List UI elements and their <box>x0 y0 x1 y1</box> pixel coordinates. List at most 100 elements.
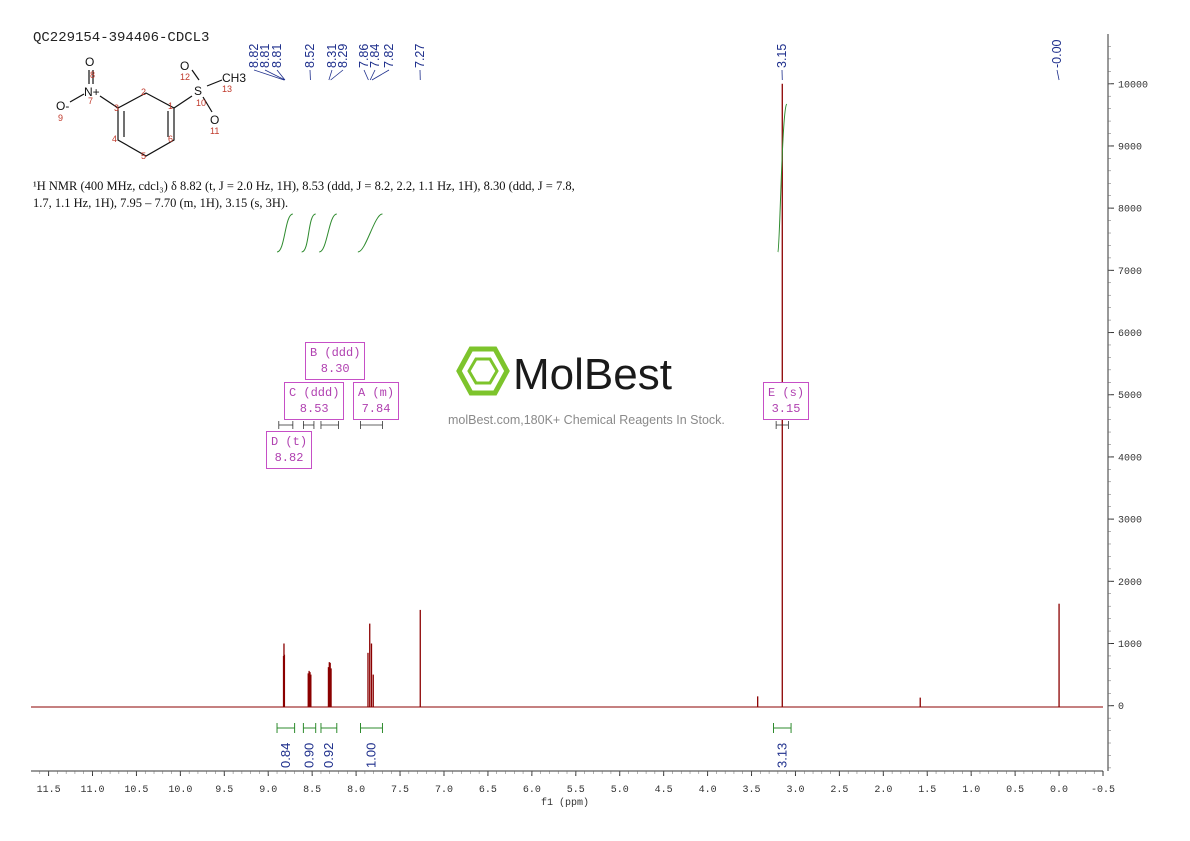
atom-number: 2 <box>141 87 146 97</box>
y-tick-label: 10000 <box>1118 80 1148 91</box>
x-tick-label: 10.5 <box>124 785 148 796</box>
peak-shift-label: 3.15 <box>775 44 789 68</box>
axes-layer: 11.5 11.0 10.5 10.0 9.5 9.0 8.5 8.0 7.5 7.0 6.5 6.0… <box>31 34 1148 809</box>
multiplet-shift: 8.53 <box>299 402 329 416</box>
y-tick-label: 1000 <box>1118 640 1142 651</box>
sample-id: QC229154-394406-CDCL3 <box>33 30 210 46</box>
multiplet-type: m <box>379 386 387 400</box>
x-axis-label: f1 (ppm) <box>541 797 589 809</box>
peak-leader-line <box>371 69 390 81</box>
atom-number: 5 <box>141 151 146 161</box>
multiplet-box: B (ddd) 8.30 <box>305 342 366 380</box>
x-tick-label: 5.0 <box>611 785 629 796</box>
atom-number: 3 <box>114 103 119 113</box>
peak-shift-label: 8.31 <box>325 44 339 68</box>
atom-n: N+ <box>84 85 100 99</box>
benzene-ring <box>117 92 175 157</box>
x-tick-label: 11.5 <box>37 785 61 796</box>
atom-number: 4 <box>112 134 117 144</box>
atom-o-minus: O- <box>56 99 69 113</box>
multiplet-type: ddd <box>331 346 354 360</box>
peak-leader-line <box>369 69 376 81</box>
hexagon-inner-icon <box>467 357 499 385</box>
peak-leader-line <box>1056 69 1060 81</box>
peak-shift-label: 7.82 <box>382 44 396 68</box>
y-tick-label: 0 <box>1118 702 1124 713</box>
x-tick-label: 1.5 <box>918 785 936 796</box>
x-tick-label: 4.0 <box>699 785 717 796</box>
multiplet-id: C <box>289 386 297 400</box>
y-tick-label: 9000 <box>1118 142 1142 153</box>
peak-shift-label: 8.29 <box>336 44 350 68</box>
peak-leader-line <box>328 69 333 81</box>
integral-value: 0.84 <box>278 743 293 768</box>
x-tick-label: 2.5 <box>830 785 848 796</box>
y-tick-label: 5000 <box>1118 391 1142 402</box>
integral-layer: 0.84 0.90 0.92 1.00 3.13 <box>276 103 792 768</box>
atom-number: 6 <box>168 134 173 144</box>
integral-curve <box>276 213 294 253</box>
atom-o12: O <box>180 59 189 73</box>
peak-shift-label: 7.86 <box>357 44 371 68</box>
y-tick-label: 2000 <box>1118 578 1142 589</box>
multiplet-box: D (t) 8.82 <box>266 431 313 469</box>
atom-o: O <box>85 55 94 69</box>
atom-number: 11 <box>210 126 219 136</box>
atom-number: 10 <box>196 98 206 108</box>
multiplet-shift: 3.15 <box>771 402 801 416</box>
x-tick-label: 8.0 <box>347 785 365 796</box>
atom-number: 12 <box>180 72 190 82</box>
x-tick-label: 2.0 <box>874 785 892 796</box>
integral-curve <box>301 213 316 253</box>
multiplet-type: ddd <box>310 386 333 400</box>
x-tick-label: 0.0 <box>1050 785 1068 796</box>
x-tick-label: 9.5 <box>215 785 233 796</box>
y-tick-label: 4000 <box>1118 453 1142 464</box>
integral-value: 0.92 <box>321 743 336 768</box>
bond-s-o12 <box>191 69 200 81</box>
brand-name: MolBest <box>513 350 672 397</box>
multiplet-id: A <box>358 386 366 400</box>
peak-shift-label: 8.81 <box>258 44 272 68</box>
molbest-logo: MolBest <box>456 346 672 397</box>
atom-o11: O <box>210 113 219 127</box>
multiplet-shift: 8.82 <box>274 451 304 465</box>
peak-shift-label: 8.81 <box>270 44 284 68</box>
multiplet-box: C (ddd) 8.53 <box>284 382 345 420</box>
spectrum-layer <box>31 83 1103 708</box>
peak-leader-line <box>276 69 286 81</box>
x-tick-label: 5.5 <box>567 785 585 796</box>
y-tick-label: 8000 <box>1118 205 1142 216</box>
integral-value: 1.00 <box>363 743 378 768</box>
molecular-structure: O N+ O- S O O CH3 1 2 3 4 5 6 7 8 9 10 1… <box>56 55 246 161</box>
atom-number: 1 <box>168 101 173 111</box>
atom-number: 9 <box>58 113 63 123</box>
integral-value: 0.90 <box>302 743 317 768</box>
atom-number: 13 <box>222 84 232 94</box>
peak-leader-line <box>253 69 285 81</box>
integral-curve <box>357 213 383 253</box>
x-tick-label: 10.0 <box>168 785 192 796</box>
bond-n-o-minus <box>69 93 85 103</box>
x-tick-label: -0.5 <box>1091 785 1115 796</box>
nmr-description: ¹H NMR (400 MHz, cdcl₃) δ 8.82 (t, J = 2… <box>33 179 575 210</box>
multiplet-id: B <box>310 346 318 360</box>
y-tick-label: 7000 <box>1118 267 1142 278</box>
hexagon-logo-icon <box>456 346 510 396</box>
x-tick-label: 6.5 <box>479 785 497 796</box>
y-tick-label: 3000 <box>1118 516 1142 527</box>
peak-shift-label: 7.27 <box>413 44 427 68</box>
x-tick-label: 0.5 <box>1006 785 1024 796</box>
peak-label-layer: 8.828.818.81 8.52 8.318.29 7.867.84 7.82 7.27… <box>247 39 1064 81</box>
peak-shift-label: 8.52 <box>303 44 317 68</box>
multiplet-id: D <box>271 435 279 449</box>
peak-shift-label: 7.84 <box>368 44 382 68</box>
multiplet-shift: 7.84 <box>361 402 391 416</box>
multiplet-type: s <box>789 386 797 400</box>
atom-s: S <box>194 84 202 98</box>
multiplet-shift: 8.30 <box>320 362 350 376</box>
watermark-tagline: molBest.com,180K+ Chemical Reagents In S… <box>448 413 725 427</box>
bond-s-o11 <box>202 96 213 113</box>
peak-leader-line <box>264 69 286 81</box>
integral-curve <box>318 213 338 253</box>
